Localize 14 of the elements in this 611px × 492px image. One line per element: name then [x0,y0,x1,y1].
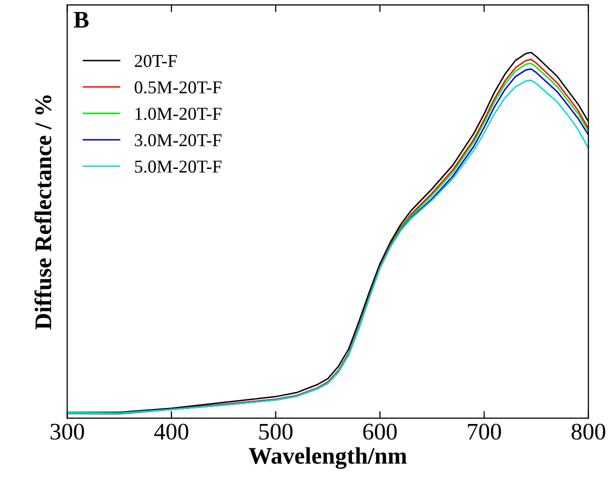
x-tick-label: 700 [468,424,501,440]
x-tick-label: 600 [363,424,397,440]
x-tick-label: 400 [154,424,188,440]
x-tick-label: 800 [572,424,606,440]
x-axis-title: Wavelength/nm [248,447,407,469]
y-axis-title: Diffuse Reflectance / % [34,95,52,330]
legend-label: 3.0M-20T-F [134,134,222,146]
legend-label: 5.0M-20T-F [135,160,222,173]
x-tick-label: 300 [50,424,84,440]
legend-label: 20T-F [134,54,177,68]
text: B [74,12,89,28]
x-tick-label: 500 [259,424,292,440]
legend-label: 0.5M-20T-F [134,81,222,94]
legend-label: 1.0M-20T-F [136,108,222,120]
